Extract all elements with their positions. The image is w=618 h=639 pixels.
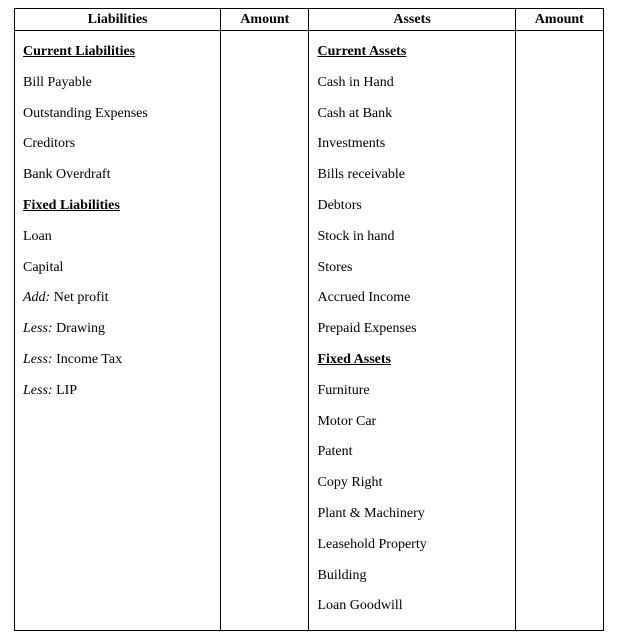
asset-item: Building bbox=[317, 561, 506, 592]
asset-item: Plant & Machinery bbox=[317, 499, 506, 530]
current-assets-heading: Current Assets bbox=[317, 37, 506, 68]
liability-item: Bill Payable bbox=[23, 68, 212, 99]
liability-item: Creditors bbox=[23, 129, 212, 160]
adjustment-label: Income Tax bbox=[53, 352, 123, 367]
adjustment-prefix: Add: bbox=[23, 290, 50, 305]
liability-item: Bank Overdraft bbox=[23, 160, 212, 191]
asset-item: Investments bbox=[317, 129, 506, 160]
fixed-assets-heading: Fixed Assets bbox=[317, 345, 506, 376]
current-liabilities-heading: Current Liabilities bbox=[23, 37, 212, 68]
asset-item: Prepaid Expenses bbox=[317, 314, 506, 345]
assets-cell: Current Assets Cash in Hand Cash at Bank… bbox=[309, 31, 515, 631]
liability-item: Capital bbox=[23, 253, 212, 284]
asset-item: Stock in hand bbox=[317, 222, 506, 253]
liability-adjustment: Less: Income Tax bbox=[23, 345, 212, 376]
adjustment-label: LIP bbox=[53, 383, 78, 398]
asset-item: Debtors bbox=[317, 191, 506, 222]
header-liabilities: Liabilities bbox=[15, 9, 221, 31]
asset-item: Leasehold Property bbox=[317, 530, 506, 561]
liabilities-cell: Current Liabilities Bill Payable Outstan… bbox=[15, 31, 221, 631]
asset-item: Accrued Income bbox=[317, 283, 506, 314]
asset-item: Cash in Hand bbox=[317, 68, 506, 99]
asset-item: Furniture bbox=[317, 376, 506, 407]
header-row: Liabilities Amount Assets Amount bbox=[15, 9, 604, 31]
adjustment-label: Net profit bbox=[50, 290, 108, 305]
adjustment-prefix: Less: bbox=[23, 321, 53, 336]
liability-adjustment: Add: Net profit bbox=[23, 283, 212, 314]
asset-item: Cash at Bank bbox=[317, 99, 506, 130]
balance-sheet-table: Liabilities Amount Assets Amount Current… bbox=[14, 8, 604, 631]
fixed-liabilities-heading: Fixed Liabilities bbox=[23, 191, 212, 222]
asset-item: Loan Goodwill bbox=[317, 591, 506, 622]
liability-adjustment: Less: Drawing bbox=[23, 314, 212, 345]
header-amount-1: Amount bbox=[221, 9, 309, 31]
adjustment-label: Drawing bbox=[53, 321, 106, 336]
assets-amount-cell bbox=[515, 31, 603, 631]
adjustment-prefix: Less: bbox=[23, 352, 53, 367]
asset-item: Motor Car bbox=[317, 407, 506, 438]
asset-item: Copy Right bbox=[317, 468, 506, 499]
header-amount-2: Amount bbox=[515, 9, 603, 31]
header-assets: Assets bbox=[309, 9, 515, 31]
adjustment-prefix: Less: bbox=[23, 383, 53, 398]
liability-item: Loan bbox=[23, 222, 212, 253]
liabilities-amount-cell bbox=[221, 31, 309, 631]
asset-item: Bills receivable bbox=[317, 160, 506, 191]
asset-item: Stores bbox=[317, 253, 506, 284]
liability-adjustment: Less: LIP bbox=[23, 376, 212, 407]
asset-item: Patent bbox=[317, 437, 506, 468]
liability-item: Outstanding Expenses bbox=[23, 99, 212, 130]
